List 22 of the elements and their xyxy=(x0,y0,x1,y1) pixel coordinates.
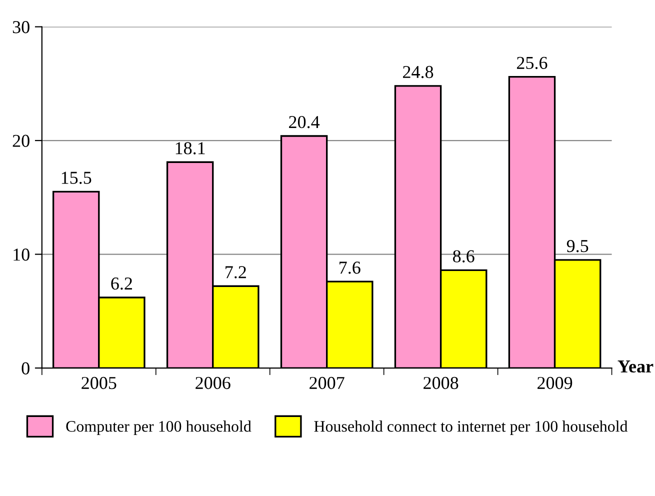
legend-label: Computer per 100 household xyxy=(66,420,252,436)
data-label: 6.2 xyxy=(111,278,132,290)
y-tick-label: 20 xyxy=(12,134,30,147)
x-tick-label: 2009 xyxy=(538,376,572,390)
data-label: 7.2 xyxy=(226,266,246,278)
x-tick-label: 2006 xyxy=(196,376,230,390)
data-label: 24.8 xyxy=(403,66,434,78)
x-axis-title: Year xyxy=(618,360,654,373)
y-tick-label: 10 xyxy=(14,248,30,261)
data-label: 20.4 xyxy=(289,116,320,128)
x-tick-label: 2007 xyxy=(310,376,344,390)
x-tick-label: 2008 xyxy=(424,376,458,390)
data-label: 9.5 xyxy=(566,240,588,252)
data-label: 15.5 xyxy=(62,172,92,184)
y-tick-label: 30 xyxy=(12,21,30,34)
data-label: 18.1 xyxy=(176,142,205,154)
legend-label: Household connect to internet per 100 household xyxy=(314,420,628,436)
x-tick-label: 2005 xyxy=(82,376,116,390)
data-label: 8.6 xyxy=(453,250,474,262)
y-tick-label: 0 xyxy=(22,362,30,374)
data-label: 25.6 xyxy=(516,56,548,70)
data-label: 7.6 xyxy=(340,262,360,274)
